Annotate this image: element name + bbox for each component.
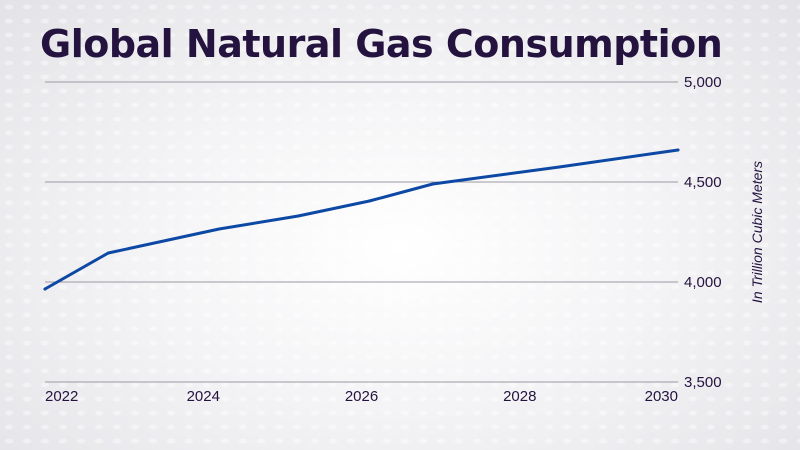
- grid-lines: [45, 81, 678, 383]
- y-tick-labels: 3,500 4,000 4,500 5,000: [684, 74, 722, 391]
- y-tick-label: 3,500: [684, 374, 722, 391]
- x-tick-label: 2022: [45, 388, 78, 405]
- data-point: [431, 182, 435, 186]
- data-point: [676, 148, 680, 152]
- x-tick-labels: 2022 2024 2026 2028 2030: [45, 388, 678, 405]
- x-tick-label: 2030: [645, 388, 678, 405]
- data-point: [296, 214, 300, 218]
- data-point: [557, 165, 561, 169]
- series-lines: [43, 148, 680, 291]
- data-point: [217, 227, 221, 231]
- chart-title: Global Natural Gas Consumption: [40, 22, 723, 66]
- x-tick-label: 2028: [503, 388, 536, 405]
- data-point: [43, 287, 47, 291]
- x-tick-label: 2024: [187, 388, 220, 405]
- y-tick-label: 5,000: [684, 74, 722, 91]
- series-line-0: [43, 148, 680, 291]
- data-point: [106, 251, 110, 255]
- data-point: [367, 199, 371, 203]
- y-tick-label: 4,500: [684, 174, 722, 191]
- y-axis-label: In Trillion Cubic Meters: [749, 160, 765, 304]
- y-tick-label: 4,000: [684, 274, 722, 291]
- x-tick-label: 2026: [345, 388, 378, 405]
